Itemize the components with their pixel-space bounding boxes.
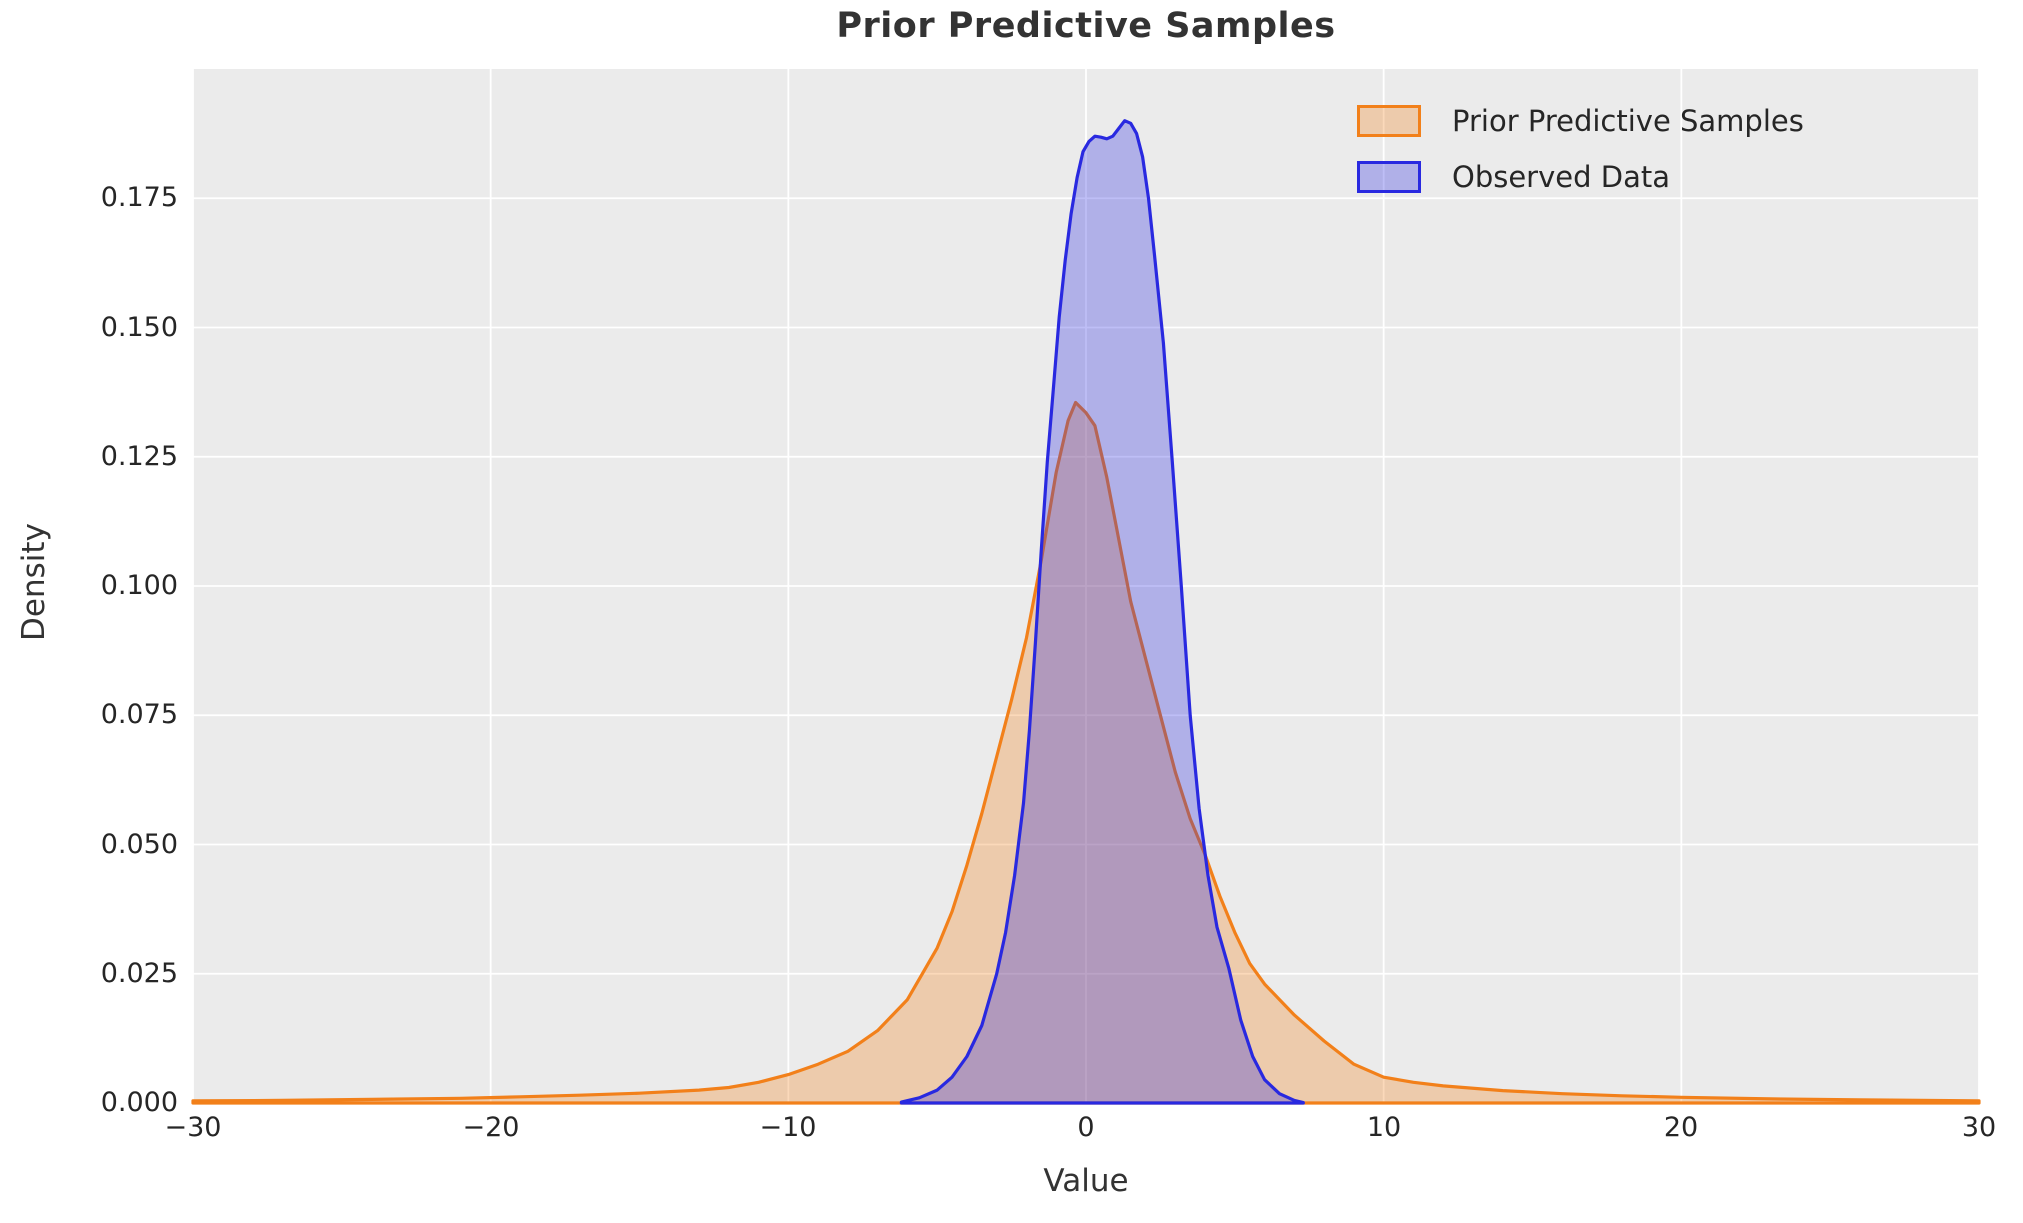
legend: Prior Predictive Samples Observed Data: [1357, 104, 1804, 216]
y-tick-label: 0.125: [100, 441, 178, 472]
legend-item-prior-predictive: Prior Predictive Samples: [1357, 104, 1804, 138]
x-tick-label: 10: [1366, 1112, 1402, 1143]
x-tick-label: 0: [1077, 1112, 1095, 1143]
y-tick-label: 0.150: [100, 312, 178, 343]
y-tick-label: 0.075: [100, 699, 178, 730]
x-tick-label: −20: [462, 1112, 520, 1143]
legend-item-observed-data: Observed Data: [1357, 160, 1804, 194]
y-tick-label: 0.025: [100, 958, 178, 989]
legend-label-observed-data: Observed Data: [1452, 160, 1670, 194]
x-tick-label: 20: [1663, 1112, 1699, 1143]
density-curve-prior-predictive: [191, 400, 1981, 1105]
y-axis-label: Density: [16, 523, 52, 641]
legend-swatch-observed-data-icon: [1357, 161, 1421, 193]
y-tick-label: 0.050: [100, 829, 178, 860]
chart-title: Prior Predictive Samples: [836, 6, 1336, 46]
density-curve-observed-data: [899, 119, 1305, 1105]
legend-label-prior-predictive: Prior Predictive Samples: [1452, 104, 1804, 138]
legend-swatch-prior-predictive-icon: [1357, 105, 1421, 137]
x-tick-label: 30: [1961, 1112, 1997, 1143]
x-tick-label: −10: [759, 1112, 817, 1143]
x-tick-label: −30: [164, 1112, 222, 1143]
y-tick-label: 0.100: [100, 570, 178, 601]
x-axis-label: Value: [1043, 1163, 1129, 1199]
y-tick-label: 0.000: [100, 1087, 178, 1118]
y-tick-label: 0.175: [100, 182, 178, 213]
